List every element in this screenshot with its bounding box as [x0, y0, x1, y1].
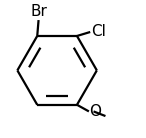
Text: Cl: Cl	[91, 24, 106, 39]
Text: Br: Br	[30, 4, 47, 19]
Text: O: O	[89, 104, 101, 119]
